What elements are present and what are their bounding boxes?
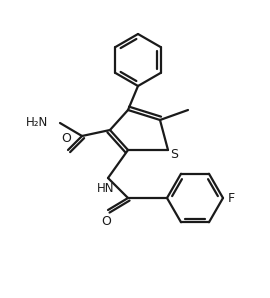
Text: S: S [170,148,178,162]
Text: H₂N: H₂N [26,117,48,130]
Text: O: O [101,215,111,228]
Text: HN: HN [97,182,115,195]
Text: F: F [228,192,235,204]
Text: O: O [61,132,71,145]
